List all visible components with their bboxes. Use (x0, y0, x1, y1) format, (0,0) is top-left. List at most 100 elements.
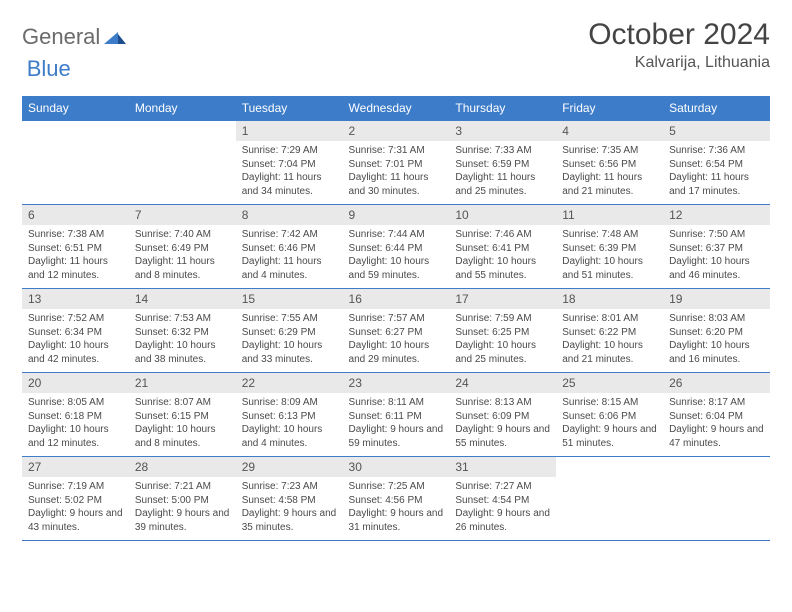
month-title: October 2024 (588, 18, 770, 52)
day-detail: Sunrise: 7:44 AMSunset: 6:44 PMDaylight:… (343, 225, 450, 288)
day-detail: Sunrise: 7:40 AMSunset: 6:49 PMDaylight:… (129, 225, 236, 288)
day-number: 9 (343, 205, 450, 225)
col-tuesday: Tuesday (236, 96, 343, 121)
day-number: 17 (449, 289, 556, 309)
day-number: 6 (22, 205, 129, 225)
day-number: 7 (129, 205, 236, 225)
day-number: 11 (556, 205, 663, 225)
day-detail: Sunrise: 7:33 AMSunset: 6:59 PMDaylight:… (449, 141, 556, 204)
day-number: 23 (343, 373, 450, 393)
calendar-cell: 30Sunrise: 7:25 AMSunset: 4:56 PMDayligh… (343, 457, 450, 541)
day-detail: Sunrise: 7:42 AMSunset: 6:46 PMDaylight:… (236, 225, 343, 288)
calendar-week-row: 6Sunrise: 7:38 AMSunset: 6:51 PMDaylight… (22, 205, 770, 289)
day-detail: Sunrise: 7:31 AMSunset: 7:01 PMDaylight:… (343, 141, 450, 204)
calendar-week-row: 1Sunrise: 7:29 AMSunset: 7:04 PMDaylight… (22, 121, 770, 205)
calendar-cell: 27Sunrise: 7:19 AMSunset: 5:02 PMDayligh… (22, 457, 129, 541)
day-number: 4 (556, 121, 663, 141)
col-thursday: Thursday (449, 96, 556, 121)
calendar-cell: 16Sunrise: 7:57 AMSunset: 6:27 PMDayligh… (343, 289, 450, 373)
day-number: 28 (129, 457, 236, 477)
calendar-cell (663, 457, 770, 541)
calendar-cell: 13Sunrise: 7:52 AMSunset: 6:34 PMDayligh… (22, 289, 129, 373)
calendar-cell: 2Sunrise: 7:31 AMSunset: 7:01 PMDaylight… (343, 121, 450, 205)
calendar-cell: 19Sunrise: 8:03 AMSunset: 6:20 PMDayligh… (663, 289, 770, 373)
day-detail: Sunrise: 8:03 AMSunset: 6:20 PMDaylight:… (663, 309, 770, 372)
day-number: 14 (129, 289, 236, 309)
day-detail: Sunrise: 7:35 AMSunset: 6:56 PMDaylight:… (556, 141, 663, 204)
day-number: 22 (236, 373, 343, 393)
day-number: 21 (129, 373, 236, 393)
day-detail: Sunrise: 7:50 AMSunset: 6:37 PMDaylight:… (663, 225, 770, 288)
day-detail: Sunrise: 7:29 AMSunset: 7:04 PMDaylight:… (236, 141, 343, 204)
brand-word-2: Blue (27, 56, 71, 82)
day-detail: Sunrise: 7:55 AMSunset: 6:29 PMDaylight:… (236, 309, 343, 372)
day-number: 20 (22, 373, 129, 393)
calendar-cell: 23Sunrise: 8:11 AMSunset: 6:11 PMDayligh… (343, 373, 450, 457)
calendar-cell: 3Sunrise: 7:33 AMSunset: 6:59 PMDaylight… (449, 121, 556, 205)
calendar-cell: 9Sunrise: 7:44 AMSunset: 6:44 PMDaylight… (343, 205, 450, 289)
day-detail: Sunrise: 7:48 AMSunset: 6:39 PMDaylight:… (556, 225, 663, 288)
day-detail: Sunrise: 8:15 AMSunset: 6:06 PMDaylight:… (556, 393, 663, 456)
col-monday: Monday (129, 96, 236, 121)
calendar-cell: 18Sunrise: 8:01 AMSunset: 6:22 PMDayligh… (556, 289, 663, 373)
day-detail: Sunrise: 7:19 AMSunset: 5:02 PMDaylight:… (22, 477, 129, 540)
day-number: 2 (343, 121, 450, 141)
day-number: 12 (663, 205, 770, 225)
calendar-cell: 17Sunrise: 7:59 AMSunset: 6:25 PMDayligh… (449, 289, 556, 373)
day-number: 16 (343, 289, 450, 309)
calendar-cell: 26Sunrise: 8:17 AMSunset: 6:04 PMDayligh… (663, 373, 770, 457)
calendar-cell: 4Sunrise: 7:35 AMSunset: 6:56 PMDaylight… (556, 121, 663, 205)
calendar-cell (129, 121, 236, 205)
col-friday: Friday (556, 96, 663, 121)
day-detail: Sunrise: 8:17 AMSunset: 6:04 PMDaylight:… (663, 393, 770, 456)
col-sunday: Sunday (22, 96, 129, 121)
location-label: Kalvarija, Lithuania (588, 54, 770, 72)
brand-logo-icon (104, 24, 126, 50)
calendar-cell: 1Sunrise: 7:29 AMSunset: 7:04 PMDaylight… (236, 121, 343, 205)
day-number: 25 (556, 373, 663, 393)
calendar-cell (22, 121, 129, 205)
col-saturday: Saturday (663, 96, 770, 121)
day-detail: Sunrise: 7:59 AMSunset: 6:25 PMDaylight:… (449, 309, 556, 372)
day-detail: Sunrise: 7:52 AMSunset: 6:34 PMDaylight:… (22, 309, 129, 372)
day-number: 26 (663, 373, 770, 393)
day-detail: Sunrise: 8:11 AMSunset: 6:11 PMDaylight:… (343, 393, 450, 456)
calendar-cell: 12Sunrise: 7:50 AMSunset: 6:37 PMDayligh… (663, 205, 770, 289)
brand-word-1: General (22, 24, 100, 50)
day-detail: Sunrise: 7:53 AMSunset: 6:32 PMDaylight:… (129, 309, 236, 372)
col-wednesday: Wednesday (343, 96, 450, 121)
calendar-cell: 8Sunrise: 7:42 AMSunset: 6:46 PMDaylight… (236, 205, 343, 289)
calendar-cell: 31Sunrise: 7:27 AMSunset: 4:54 PMDayligh… (449, 457, 556, 541)
day-number: 29 (236, 457, 343, 477)
day-number: 30 (343, 457, 450, 477)
day-detail: Sunrise: 8:05 AMSunset: 6:18 PMDaylight:… (22, 393, 129, 456)
day-number: 5 (663, 121, 770, 141)
calendar-cell: 14Sunrise: 7:53 AMSunset: 6:32 PMDayligh… (129, 289, 236, 373)
calendar-cell: 7Sunrise: 7:40 AMSunset: 6:49 PMDaylight… (129, 205, 236, 289)
day-number: 10 (449, 205, 556, 225)
day-detail: Sunrise: 7:46 AMSunset: 6:41 PMDaylight:… (449, 225, 556, 288)
day-number: 13 (22, 289, 129, 309)
calendar-cell: 20Sunrise: 8:05 AMSunset: 6:18 PMDayligh… (22, 373, 129, 457)
day-number: 18 (556, 289, 663, 309)
weekday-header-row: Sunday Monday Tuesday Wednesday Thursday… (22, 96, 770, 121)
day-number: 27 (22, 457, 129, 477)
day-detail: Sunrise: 8:07 AMSunset: 6:15 PMDaylight:… (129, 393, 236, 456)
day-detail: Sunrise: 7:27 AMSunset: 4:54 PMDaylight:… (449, 477, 556, 540)
calendar-cell: 10Sunrise: 7:46 AMSunset: 6:41 PMDayligh… (449, 205, 556, 289)
day-detail: Sunrise: 7:21 AMSunset: 5:00 PMDaylight:… (129, 477, 236, 540)
day-detail: Sunrise: 8:13 AMSunset: 6:09 PMDaylight:… (449, 393, 556, 456)
day-number: 3 (449, 121, 556, 141)
day-detail: Sunrise: 7:57 AMSunset: 6:27 PMDaylight:… (343, 309, 450, 372)
calendar-cell: 24Sunrise: 8:13 AMSunset: 6:09 PMDayligh… (449, 373, 556, 457)
calendar-cell: 6Sunrise: 7:38 AMSunset: 6:51 PMDaylight… (22, 205, 129, 289)
day-detail: Sunrise: 7:36 AMSunset: 6:54 PMDaylight:… (663, 141, 770, 204)
day-number: 1 (236, 121, 343, 141)
calendar-week-row: 20Sunrise: 8:05 AMSunset: 6:18 PMDayligh… (22, 373, 770, 457)
day-number: 31 (449, 457, 556, 477)
calendar-cell: 25Sunrise: 8:15 AMSunset: 6:06 PMDayligh… (556, 373, 663, 457)
day-number: 24 (449, 373, 556, 393)
calendar-cell: 28Sunrise: 7:21 AMSunset: 5:00 PMDayligh… (129, 457, 236, 541)
calendar-cell: 29Sunrise: 7:23 AMSunset: 4:58 PMDayligh… (236, 457, 343, 541)
day-detail: Sunrise: 7:23 AMSunset: 4:58 PMDaylight:… (236, 477, 343, 540)
